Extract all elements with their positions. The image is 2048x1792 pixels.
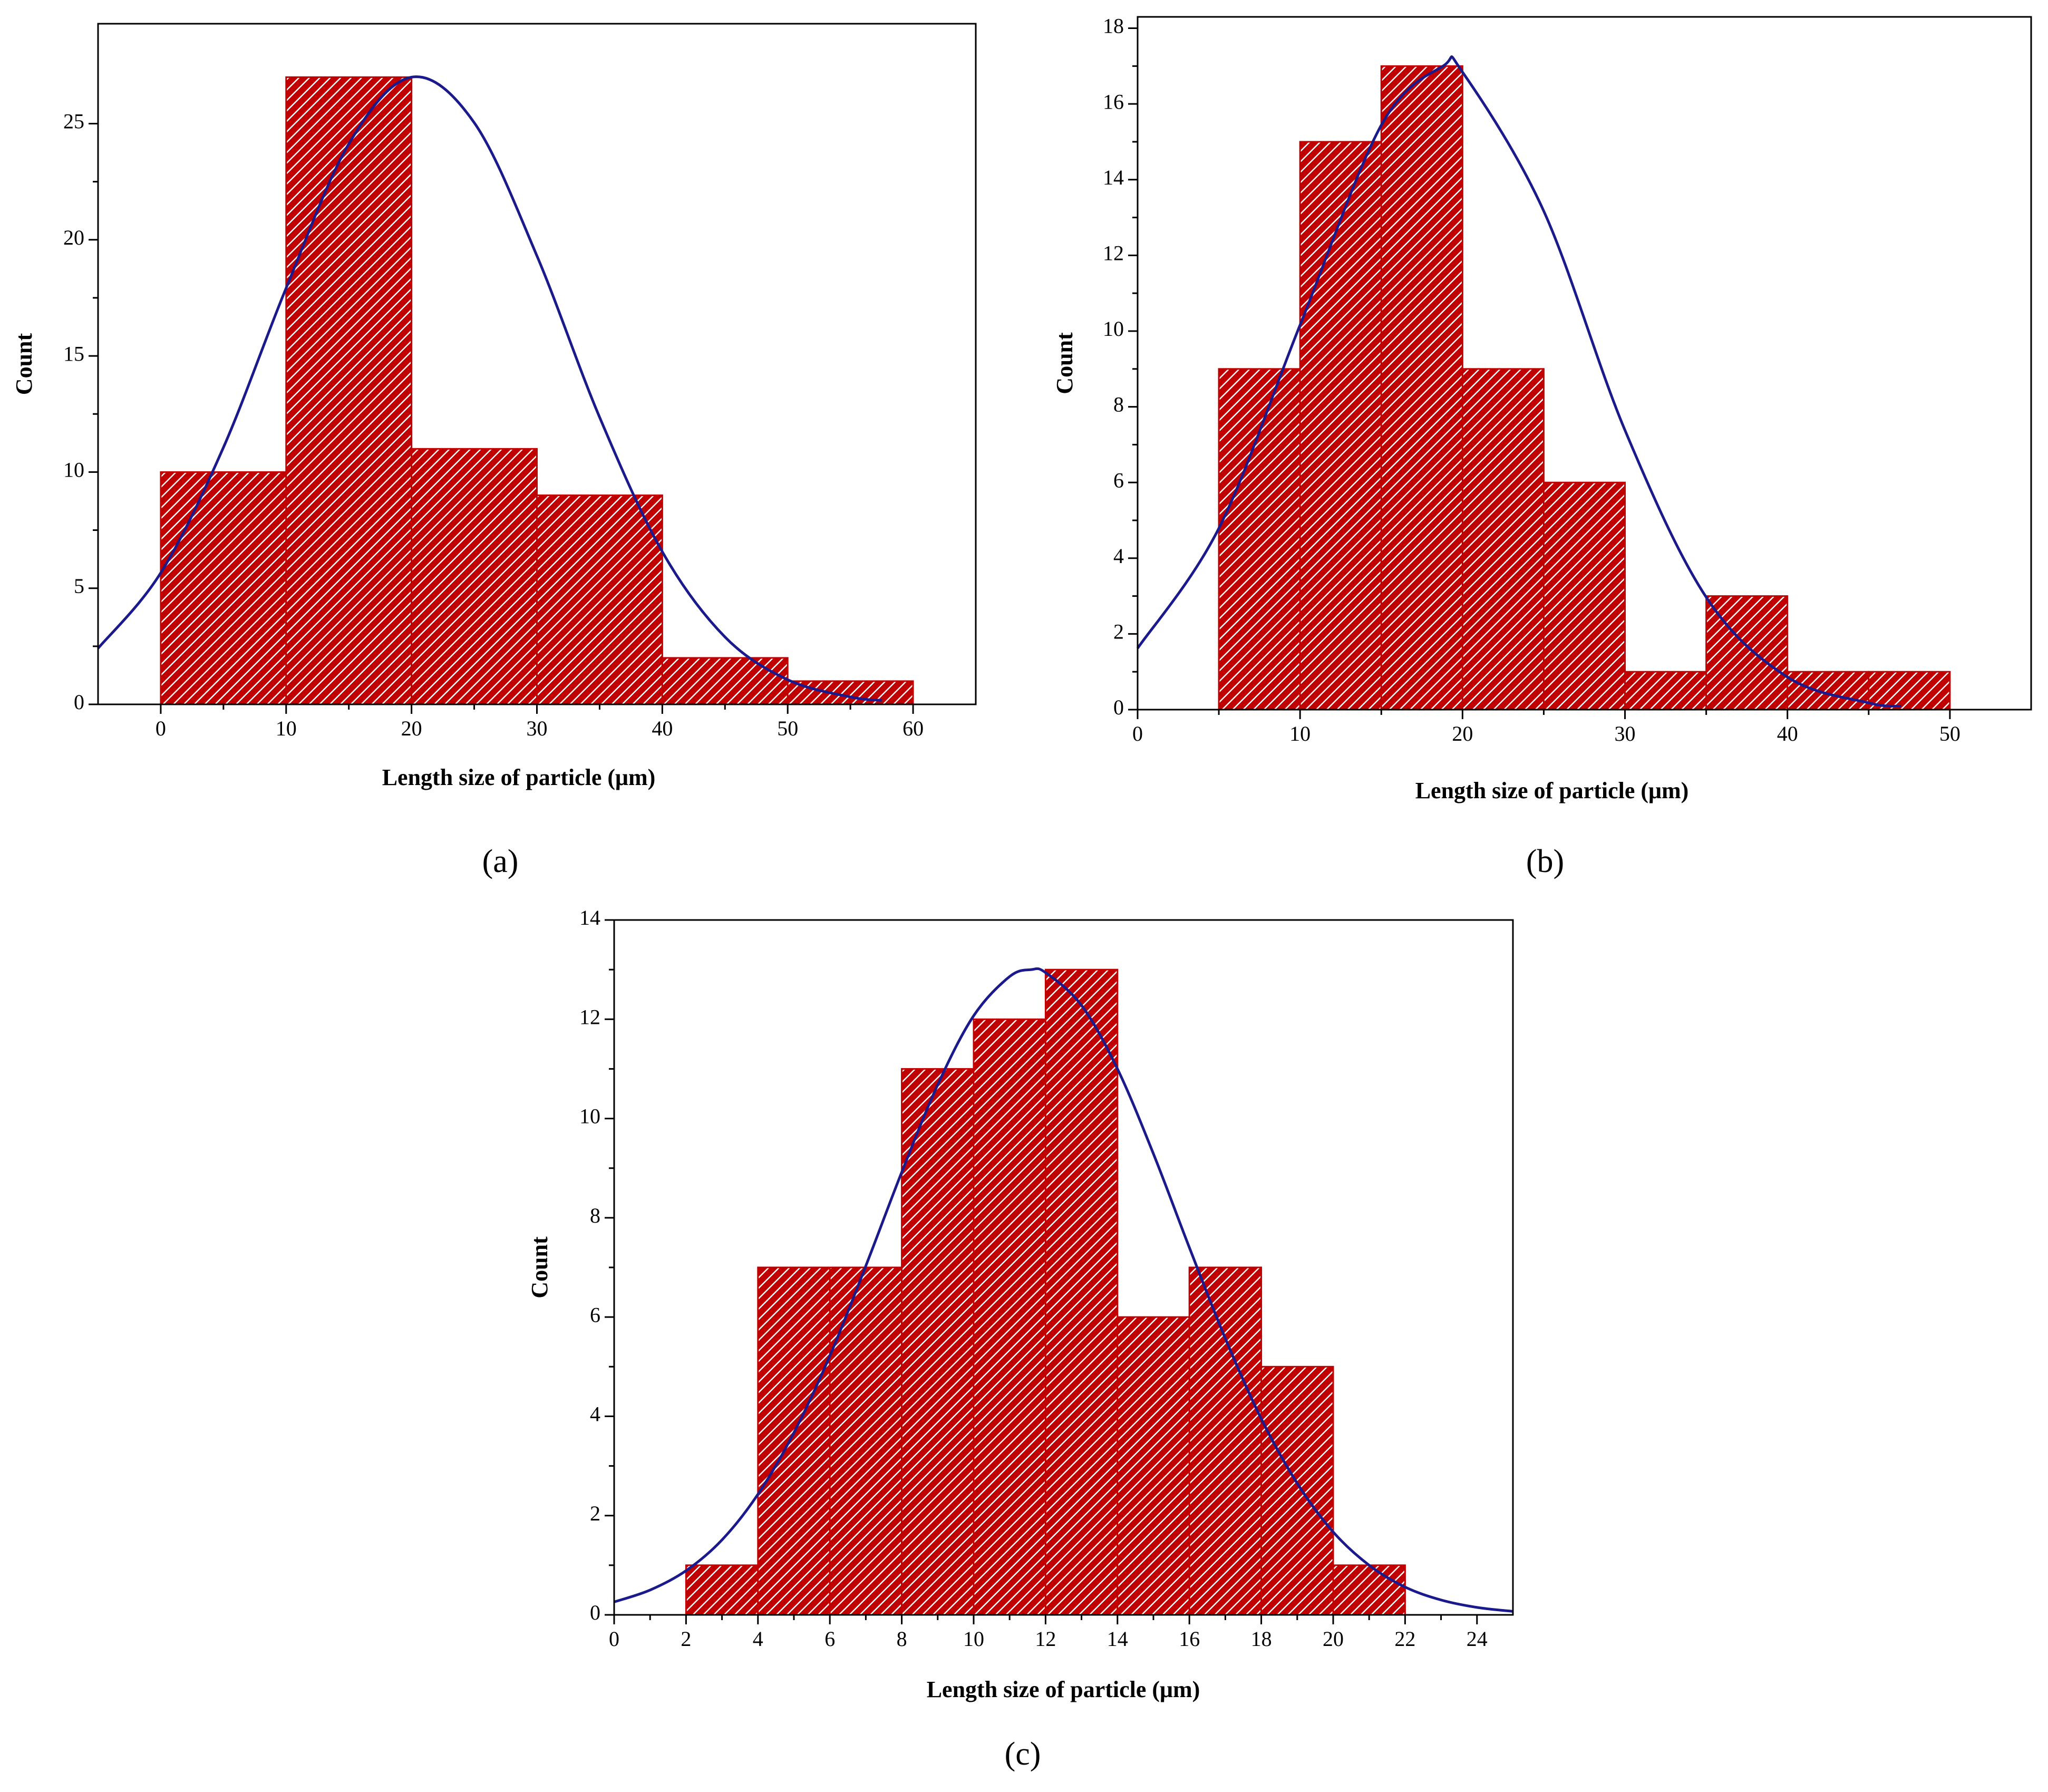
- y-tick-label: 8: [590, 1204, 600, 1227]
- x-axis-title: Length size of particle (μm): [927, 1677, 1200, 1702]
- y-axis-title: Count: [527, 1236, 552, 1299]
- y-tick-label: 0: [1113, 695, 1124, 719]
- x-tick-label: 2: [681, 1627, 691, 1651]
- y-tick-label: 0: [74, 690, 84, 714]
- panel-label: (c): [1005, 1736, 1041, 1772]
- bar: [160, 471, 287, 705]
- x-tick-label: 60: [902, 716, 924, 740]
- x-tick-label: 20: [401, 716, 422, 740]
- y-tick-label: 4: [590, 1402, 600, 1426]
- y-tick-label: 10: [1103, 317, 1124, 341]
- x-tick-label: 30: [527, 716, 548, 740]
- bar: [661, 657, 789, 705]
- panel-label: (a): [482, 844, 519, 879]
- x-tick-label: 6: [824, 1627, 835, 1651]
- x-tick-label: 40: [652, 716, 673, 740]
- bar: [829, 1266, 903, 1616]
- bar: [973, 1018, 1046, 1616]
- bar: [685, 1564, 759, 1616]
- x-tick-label: 20: [1323, 1627, 1344, 1651]
- y-tick-label: 6: [1113, 468, 1124, 492]
- x-tick-label: 12: [1035, 1627, 1056, 1651]
- x-tick-label: 30: [1615, 722, 1636, 745]
- x-tick-label: 0: [1132, 722, 1143, 745]
- fit-curve: [97, 75, 882, 702]
- y-tick-label: 16: [1103, 90, 1124, 113]
- y-tick-label: 6: [590, 1303, 600, 1326]
- y-tick-label: 10: [63, 458, 84, 482]
- bar: [411, 448, 538, 705]
- x-tick-label: 20: [1452, 722, 1473, 745]
- x-tick-label: 18: [1251, 1627, 1272, 1651]
- bar: [1542, 481, 1626, 711]
- x-tick-label: 0: [609, 1627, 619, 1651]
- y-tick-label: 8: [1113, 393, 1124, 416]
- y-tick-label: 2: [1113, 620, 1124, 644]
- y-tick-label: 4: [1113, 544, 1124, 568]
- x-tick-label: 24: [1467, 1627, 1488, 1651]
- y-tick-label: 25: [63, 110, 84, 133]
- x-tick-label: 4: [753, 1627, 763, 1651]
- panel-label: (b): [1526, 844, 1564, 879]
- plot-frame: [1137, 16, 2032, 711]
- y-tick-label: 14: [1103, 166, 1124, 189]
- y-axis-title: Count: [1052, 332, 1078, 394]
- x-tick-label: 10: [963, 1627, 984, 1651]
- bar: [1380, 65, 1463, 711]
- bar: [787, 680, 914, 705]
- bar: [1461, 368, 1545, 711]
- y-tick-label: 12: [1103, 241, 1124, 265]
- x-tick-label: 16: [1179, 1627, 1200, 1651]
- x-tick-label: 8: [897, 1627, 907, 1651]
- bar: [285, 76, 413, 705]
- y-tick-label: 18: [1103, 14, 1124, 38]
- bar: [1218, 368, 1301, 711]
- x-tick-label: 22: [1394, 1627, 1415, 1651]
- x-tick-label: 14: [1107, 1627, 1128, 1651]
- y-tick-label: 12: [579, 1005, 600, 1029]
- fit-curve: [1136, 55, 1901, 708]
- x-axis-title: Length size of particle (μm): [382, 764, 656, 790]
- y-tick-label: 14: [579, 906, 600, 929]
- y-tick-label: 10: [579, 1105, 600, 1128]
- y-axis-title: Count: [11, 333, 37, 395]
- y-tick-label: 2: [590, 1502, 600, 1525]
- x-axis-title: Length size of particle (μm): [1415, 778, 1689, 803]
- bar: [536, 494, 663, 705]
- bar: [1299, 141, 1382, 711]
- bar: [1787, 671, 1870, 711]
- x-tick-label: 0: [156, 716, 166, 740]
- bar: [901, 1068, 975, 1616]
- y-tick-label: 15: [63, 342, 84, 365]
- x-tick-label: 40: [1777, 722, 1798, 745]
- y-tick-label: 0: [590, 1601, 600, 1624]
- bar: [1624, 671, 1707, 711]
- x-tick-label: 50: [777, 716, 798, 740]
- y-tick-label: 20: [63, 226, 84, 249]
- fit-curve: [614, 967, 1513, 1613]
- x-tick-label: 10: [276, 716, 297, 740]
- bar: [1188, 1266, 1263, 1616]
- y-tick-label: 5: [74, 574, 84, 598]
- bar: [1044, 968, 1119, 1616]
- bar: [1332, 1564, 1406, 1616]
- x-tick-label: 50: [1939, 722, 1960, 745]
- x-tick-label: 10: [1289, 722, 1311, 745]
- bar: [1117, 1316, 1190, 1616]
- bar: [757, 1266, 831, 1616]
- bar: [1260, 1365, 1334, 1616]
